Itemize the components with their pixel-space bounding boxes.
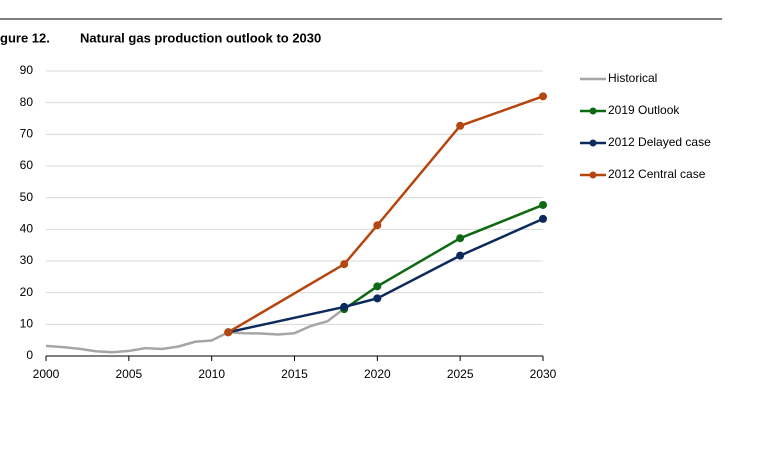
series-line xyxy=(343,203,544,311)
y-tick-label: 30 xyxy=(20,253,34,267)
y-tick-label: 60 xyxy=(20,158,34,172)
data-point xyxy=(340,302,349,311)
x-tick-label: 2020 xyxy=(364,367,391,381)
y-tick-label: 0 xyxy=(26,348,33,362)
x-tick-label: 2005 xyxy=(115,367,142,381)
y-tick-label: 20 xyxy=(20,285,34,299)
data-point xyxy=(456,251,465,260)
data-point xyxy=(539,92,547,101)
data-point xyxy=(224,328,233,337)
legend-label: 2019 Outlook xyxy=(608,103,680,117)
legend-marker xyxy=(589,171,597,179)
series-line xyxy=(227,95,544,334)
series-line xyxy=(45,307,345,354)
data-point xyxy=(340,260,349,269)
y-tick-label: 10 xyxy=(20,317,34,331)
x-tick-label: 2030 xyxy=(530,367,557,381)
y-tick-label: 70 xyxy=(20,127,34,141)
y-tick-label: 80 xyxy=(20,95,34,109)
data-point xyxy=(456,121,465,130)
legend-label: Historical xyxy=(608,71,657,85)
data-point xyxy=(373,221,382,230)
x-tick-label: 2025 xyxy=(447,367,474,381)
legend-marker xyxy=(589,107,597,115)
data-point xyxy=(539,214,547,223)
y-tick-label: 40 xyxy=(20,222,34,236)
legend-marker xyxy=(589,139,597,147)
legend-label: 2012 Delayed case xyxy=(608,135,711,149)
legend-label: 2012 Central case xyxy=(608,167,706,181)
data-point xyxy=(456,234,465,243)
y-tick-label: 50 xyxy=(20,190,34,204)
series-line xyxy=(227,217,544,334)
x-tick-label: 2015 xyxy=(281,367,308,381)
data-point xyxy=(539,200,547,209)
data-point xyxy=(373,282,382,291)
x-tick-label: 2010 xyxy=(198,367,225,381)
x-tick-label: 2000 xyxy=(33,367,60,381)
data-point xyxy=(373,294,382,303)
chart-title: Natural gas production outlook to 2030 xyxy=(80,30,321,45)
figure-label: gure 12. xyxy=(0,30,50,45)
y-tick-label: 90 xyxy=(20,63,34,77)
